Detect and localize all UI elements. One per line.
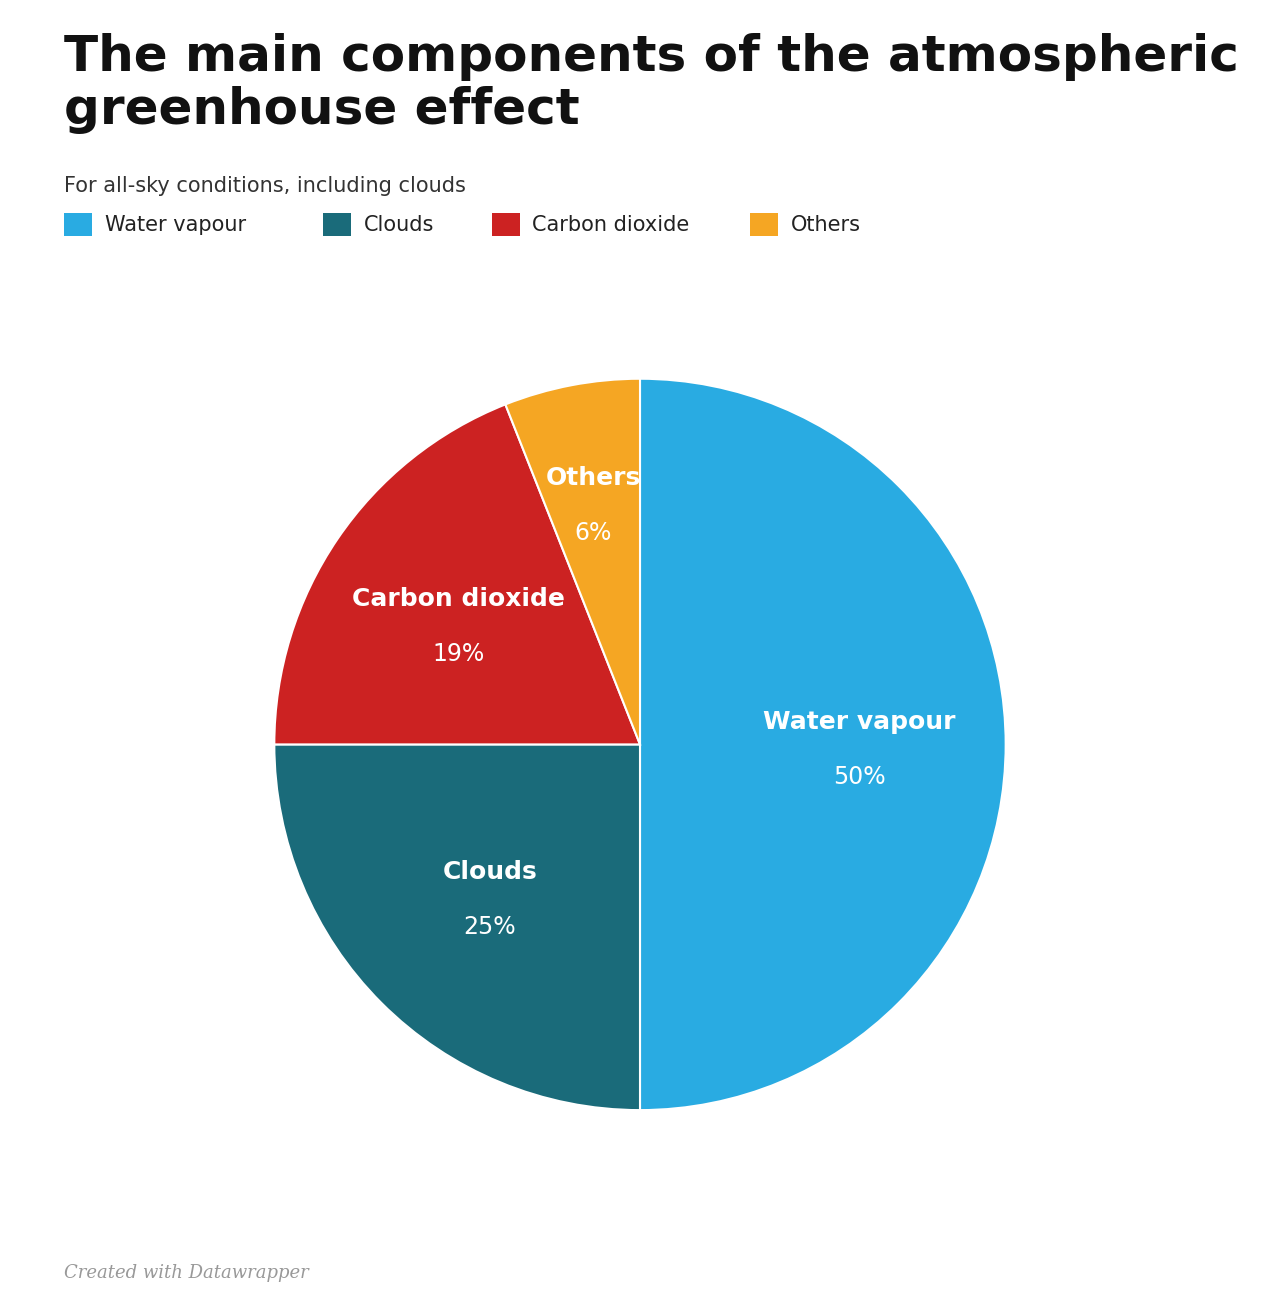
- Text: Clouds: Clouds: [364, 214, 434, 235]
- Text: Others: Others: [545, 466, 641, 490]
- Text: The main components of the atmospheric
greenhouse effect: The main components of the atmospheric g…: [64, 33, 1239, 135]
- Text: For all-sky conditions, including clouds: For all-sky conditions, including clouds: [64, 176, 466, 196]
- Text: Water vapour: Water vapour: [105, 214, 246, 235]
- Text: 25%: 25%: [463, 916, 516, 939]
- Wedge shape: [274, 405, 640, 744]
- Text: Others: Others: [791, 214, 861, 235]
- Text: Clouds: Clouds: [443, 861, 538, 884]
- Wedge shape: [506, 379, 640, 744]
- Text: Carbon dioxide: Carbon dioxide: [352, 588, 564, 611]
- Text: 50%: 50%: [833, 765, 886, 789]
- Text: Water vapour: Water vapour: [763, 710, 956, 734]
- Text: 19%: 19%: [433, 643, 485, 666]
- Wedge shape: [640, 379, 1006, 1110]
- Wedge shape: [274, 744, 640, 1110]
- Text: Carbon dioxide: Carbon dioxide: [532, 214, 690, 235]
- Text: Created with Datawrapper: Created with Datawrapper: [64, 1264, 308, 1282]
- Text: 6%: 6%: [575, 521, 612, 545]
